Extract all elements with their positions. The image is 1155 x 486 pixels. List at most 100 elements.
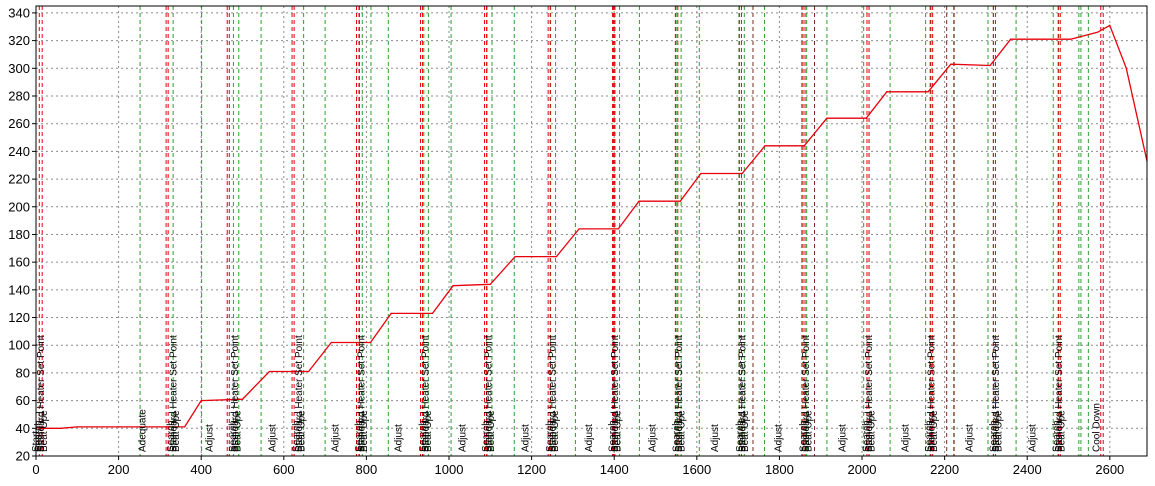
event-annotation: Standard Heater Set Point (421, 335, 432, 452)
series-point (369, 341, 372, 344)
event-annotation: Adjust (331, 424, 342, 452)
y-tick-label: 160 (8, 255, 30, 270)
series-point (60, 427, 62, 429)
event-annotation: Standard Heater Set Point (737, 335, 748, 452)
y-tick-label: 100 (8, 338, 30, 353)
event-annotation: Beat Upe (929, 410, 940, 452)
event-annotation: Adjust (901, 424, 912, 452)
series-point (1010, 38, 1012, 40)
event-annotation: Beat Upe (359, 410, 370, 452)
series-point (200, 400, 202, 402)
event-annotation: Standard Heater Set Point (1054, 335, 1065, 452)
event-annotation: Beat Upe (740, 410, 751, 452)
x-tick-label: 2000 (848, 462, 877, 477)
event-annotation: Search (166, 420, 177, 452)
event-annotation: Search (608, 420, 619, 452)
series-point (578, 228, 580, 230)
event-annotation: Standard Heater Set Point (230, 335, 241, 452)
event-annotation: Search (989, 420, 1000, 452)
series-point (927, 91, 929, 93)
event-annotation: Standard Heater Set Point (927, 335, 938, 452)
x-tick-label: 1200 (517, 462, 546, 477)
y-tick-label: 280 (8, 89, 30, 104)
event-annotation: Standard Heater Set Point (547, 335, 558, 452)
event-annotation: Standard Heater Set Point (864, 335, 875, 452)
series-point (1096, 31, 1098, 33)
series-point (764, 145, 766, 147)
series-point (452, 285, 454, 287)
series-point (865, 117, 867, 119)
series-point (1109, 24, 1111, 26)
y-tick-label: 320 (8, 33, 30, 48)
x-tick-label: 1600 (682, 462, 711, 477)
event-annotation: Adjust (710, 424, 721, 452)
y-tick-label: 60 (16, 393, 30, 408)
x-tick-label: 1800 (765, 462, 794, 477)
event-annotation: Search (418, 420, 429, 452)
series-point (330, 341, 332, 344)
event-annotation: Beat Upe (994, 410, 1005, 452)
event-annotation: Beat Upe (39, 410, 50, 452)
event-annotation: Search (671, 420, 682, 452)
event-annotation: Beat Upe (676, 410, 687, 452)
event-annotation: Beat Upe (233, 410, 244, 452)
x-tick-label: 1000 (435, 462, 464, 477)
series-point (76, 426, 78, 428)
series-point (826, 117, 828, 119)
x-tick-label: 600 (273, 462, 295, 477)
event-annotation: Beat Upe (866, 410, 877, 452)
series-point (268, 370, 270, 373)
series-point (679, 200, 681, 202)
series-point (390, 312, 392, 314)
event-annotation: Beat Upe (486, 410, 497, 452)
axis-layer: 0 200 400 600 800 1000 1200 1400 1600 1800 2000 220… (8, 5, 1124, 477)
y-tick-label: 260 (8, 116, 30, 131)
event-annotation: Standard Heater Set Point (36, 335, 47, 452)
y-tick-label: 20 (16, 449, 30, 464)
event-annotation: Search (481, 420, 492, 452)
x-tick-label: 800 (356, 462, 378, 477)
series-point (514, 256, 516, 258)
event-annotation: Adjust (837, 424, 848, 452)
series-point (1070, 38, 1072, 40)
y-tick-label: 200 (8, 199, 30, 214)
series-point (1043, 38, 1045, 40)
series-point (989, 64, 991, 67)
series-point (741, 172, 743, 175)
series-point (241, 398, 244, 400)
y-tick-label: 220 (8, 172, 30, 187)
x-tick-label: 400 (190, 462, 212, 477)
event-annotation: Standard Heater Set Point (991, 335, 1002, 452)
series-point (431, 312, 434, 314)
series-point (638, 200, 640, 202)
series-point (950, 63, 952, 65)
event-annotation: Standard Heater Set Point (294, 335, 305, 452)
event-annotation: Search (735, 420, 746, 452)
series-point (700, 172, 702, 175)
event-annotation: Adjust (393, 424, 404, 452)
event-annotation: Beat Upe (1056, 410, 1067, 452)
event-annotation: Search (354, 420, 365, 452)
series-point (39, 427, 41, 429)
series-point (555, 256, 558, 258)
event-annotation: Standard Heater Set Point (169, 335, 180, 452)
event-annotation: Standard Heater Set Point (674, 335, 685, 452)
event-annotation: Standard Heater Set Point (483, 335, 494, 452)
y-tick-label: 40 (16, 421, 30, 436)
series-layer (35, 24, 1148, 429)
y-tick-label: 240 (8, 144, 30, 159)
x-tick-label: 2400 (1013, 462, 1042, 477)
x-tick-label: 200 (108, 462, 130, 477)
event-annotation: Adjust (773, 424, 784, 452)
x-tick-label: 0 (32, 462, 39, 477)
series-point (138, 426, 140, 428)
x-tick-label: 2600 (1095, 462, 1124, 477)
event-annotation: Adequate (137, 409, 148, 452)
event-annotation: Beat Upe (613, 410, 624, 452)
series-point (886, 91, 888, 93)
y-tick-label: 80 (16, 365, 30, 380)
event-annotation: Adjust (205, 424, 216, 452)
